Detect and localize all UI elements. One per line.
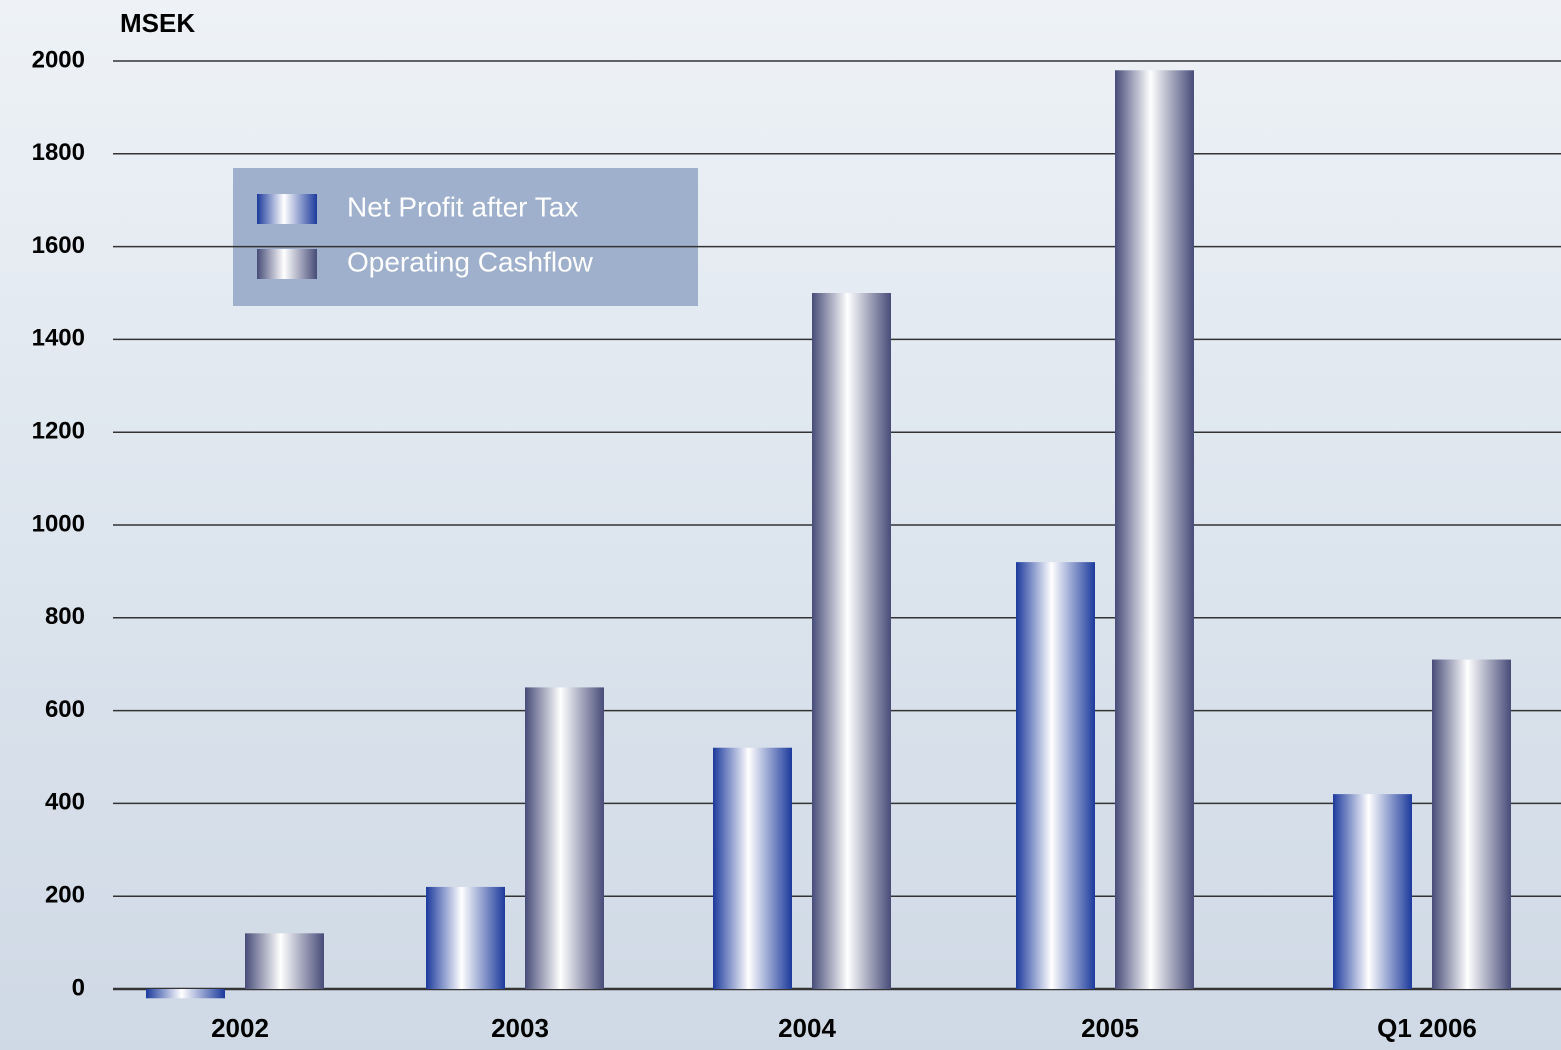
y-tick-label: 600 [45,696,85,723]
y-tick-label: 1000 [32,510,85,537]
bar [146,989,225,999]
y-tick-label: 0 [72,974,85,1001]
x-tick-label: 2003 [491,1013,549,1043]
y-tick-label: 800 [45,603,85,630]
y-tick-label: 1800 [32,139,85,166]
bar [812,293,891,989]
bar [1115,70,1194,989]
y-tick-label: 400 [45,789,85,816]
bar [713,747,792,989]
y-axis-label: MSEK [120,8,195,38]
legend-label: Net Profit after Tax [347,191,578,222]
x-tick-label: Q1 2006 [1377,1013,1477,1043]
bar [1016,562,1095,989]
bar [1333,794,1412,989]
bar [1432,659,1511,989]
legend-label: Operating Cashflow [347,246,594,277]
x-tick-label: 2004 [778,1013,836,1043]
y-tick-label: 1400 [32,325,85,352]
legend-box [233,168,698,306]
y-tick-label: 200 [45,882,85,909]
legend-swatch [257,194,317,224]
x-tick-label: 2002 [211,1013,269,1043]
x-tick-label: 2005 [1081,1013,1139,1043]
bar [245,933,324,989]
y-tick-label: 1200 [32,418,85,445]
bar [525,687,604,989]
y-tick-label: 2000 [32,46,85,73]
legend-swatch [257,249,317,279]
bar [426,886,505,989]
y-tick-label: 1600 [32,232,85,259]
